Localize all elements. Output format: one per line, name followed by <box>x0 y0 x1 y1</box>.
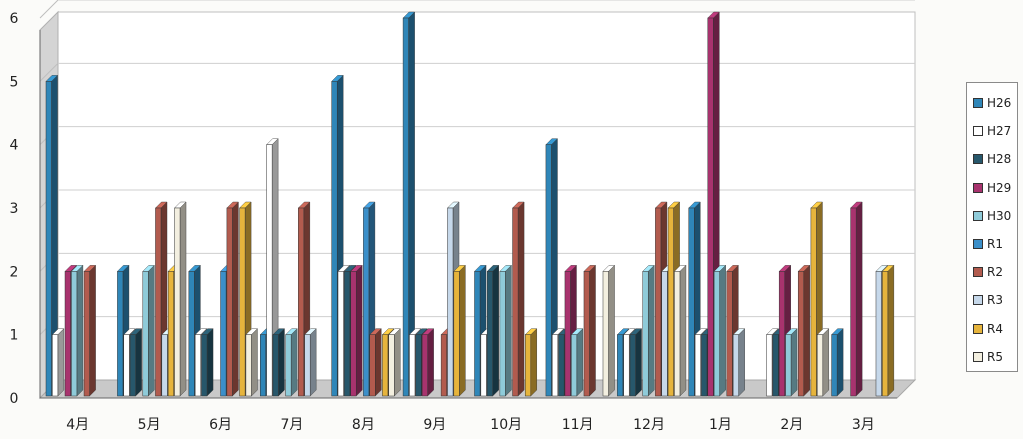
legend-item-R1: R1 <box>973 230 1017 258</box>
x-tick-label: 1月 <box>709 417 732 433</box>
legend-item-H30: H30 <box>973 202 1017 230</box>
legend-label: H30 <box>987 208 1012 223</box>
bar-R4-10月 <box>524 328 538 397</box>
bar-R2-11月 <box>583 264 596 397</box>
bar-H28-5月 <box>129 328 143 397</box>
bar-R2-2月 <box>797 264 811 397</box>
bar-H30-2月 <box>785 328 798 397</box>
bar-R5-2月 <box>816 328 830 397</box>
legend-label: H28 <box>987 152 1012 167</box>
legend-label: H27 <box>987 124 1012 139</box>
bar-R5-11月 <box>602 264 616 397</box>
legend-item-H26: H26 <box>973 89 1017 117</box>
legend-swatch <box>973 351 983 362</box>
bar-H30-4月 <box>70 264 84 397</box>
bar-H29-8月 <box>350 264 363 397</box>
x-tick-label: 5月 <box>138 417 161 433</box>
x-tick-label: 6月 <box>209 417 232 433</box>
bar-H30-1月 <box>713 264 727 397</box>
bar-H27-4月 <box>51 328 65 397</box>
x-tick-label: 2月 <box>780 417 803 433</box>
chart-legend: H26 H27 H28 H29 H30 R1 R2 R3 R4 R5 <box>966 82 1018 372</box>
bar-H28-10月 <box>486 264 500 397</box>
legend-label: R5 <box>987 349 1003 364</box>
legend-swatch <box>973 323 983 334</box>
bar-R5-6月 <box>245 328 258 397</box>
y-tick-label: 4 <box>10 138 19 154</box>
legend-swatch <box>973 98 983 109</box>
bar-H28-12月 <box>629 328 643 397</box>
bar-H30-5月 <box>142 264 155 397</box>
bar-H26-9月 <box>402 11 416 397</box>
legend-item-R4: R4 <box>973 315 1017 343</box>
bar-H29-3月 <box>850 201 863 397</box>
bar-R2-4月 <box>83 264 97 397</box>
x-tick-label: 10月 <box>490 417 522 433</box>
y-tick-label: 5 <box>10 74 19 90</box>
y-tick-label: 6 <box>10 11 19 27</box>
legend-label: R2 <box>987 265 1003 280</box>
legend-label: R4 <box>987 321 1003 336</box>
bar-R3-1月 <box>732 328 746 397</box>
legend-item-R3: R3 <box>973 286 1017 314</box>
legend-item-H27: H27 <box>973 117 1017 145</box>
x-tick-label: 9月 <box>423 417 446 433</box>
x-tick-label: 3月 <box>852 417 875 433</box>
legend-swatch <box>973 182 983 193</box>
legend-swatch <box>973 210 983 221</box>
bar-H26-4月 <box>45 74 59 397</box>
legend-item-R5: R5 <box>973 343 1017 371</box>
bar-R3-7月 <box>304 328 317 397</box>
x-tick-label: 7月 <box>280 417 303 433</box>
y-tick-label: 1 <box>10 328 19 344</box>
bar-H29-9月 <box>421 328 435 397</box>
x-tick-label: 11月 <box>562 417 594 433</box>
x-tick-label: 8月 <box>352 417 375 433</box>
legend-swatch <box>973 295 983 306</box>
bar-R5-5月 <box>174 201 187 397</box>
legend-item-H29: H29 <box>973 174 1017 202</box>
legend-label: H29 <box>987 180 1012 195</box>
bar-R5-12月 <box>673 264 687 397</box>
legend-swatch <box>973 154 983 165</box>
bar-R2-8月 <box>369 328 382 397</box>
legend-label: R3 <box>987 293 1003 308</box>
bar-H30-11月 <box>570 328 584 397</box>
gridline-side <box>39 62 59 82</box>
bar-H28-7月 <box>272 328 285 397</box>
legend-label: R1 <box>987 237 1003 252</box>
legend-swatch <box>973 267 983 278</box>
bar-H26-3月 <box>831 328 844 397</box>
x-tick-label: 4月 <box>66 417 89 433</box>
bar-R2-6月 <box>226 201 239 397</box>
legend-label: H26 <box>987 96 1012 111</box>
legend-item-R2: R2 <box>973 258 1017 286</box>
bar-R2-10月 <box>512 201 525 397</box>
legend-swatch <box>973 239 983 250</box>
bar-R4-3月 <box>881 264 895 397</box>
bar-H30-10月 <box>499 264 512 397</box>
gridline-side <box>39 0 59 19</box>
y-tick-label: 3 <box>10 201 19 217</box>
bar-H30-12月 <box>642 264 655 397</box>
bar-R5-8月 <box>388 328 401 397</box>
legend-item-H28: H28 <box>973 145 1017 173</box>
y-tick-label: 0 <box>10 391 19 407</box>
x-tick-label: 12月 <box>633 417 665 433</box>
legend-swatch <box>973 126 983 137</box>
y-tick-label: 2 <box>10 264 19 280</box>
bar-H30-7月 <box>285 328 298 397</box>
bar-H28-6月 <box>201 328 214 397</box>
bar-R4-9月 <box>453 264 466 397</box>
